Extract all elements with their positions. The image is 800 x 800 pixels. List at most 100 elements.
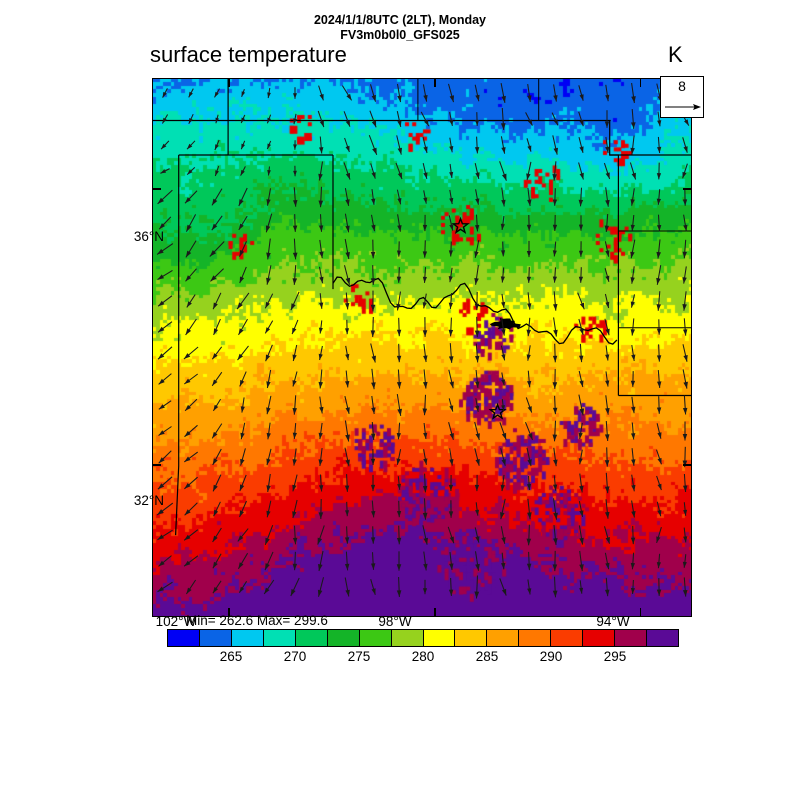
wind-vector-head xyxy=(318,173,323,181)
wind-vector-head xyxy=(157,274,164,280)
wind-vector-head xyxy=(214,144,219,150)
border-arkansas-west xyxy=(609,120,619,396)
wind-vector-head xyxy=(604,434,610,441)
wind-vector-head xyxy=(448,276,453,283)
wind-vector-head xyxy=(292,327,297,335)
wind-vector-head xyxy=(186,587,192,594)
wind-vector-head xyxy=(422,224,428,232)
wind-vector-head xyxy=(657,146,662,154)
wind-vector-head xyxy=(526,224,532,231)
wind-vector-head xyxy=(213,509,219,517)
wind-vector-head xyxy=(630,537,636,545)
wind-vector-head xyxy=(161,143,167,150)
wind-vector-head xyxy=(239,276,245,284)
wind-vector-head xyxy=(475,172,480,179)
wind-vector-head xyxy=(423,95,428,102)
wind-vector-head xyxy=(344,563,350,571)
wind-vector-head xyxy=(527,145,532,152)
colorbar-tick-280: 280 xyxy=(411,649,435,664)
colorbar-segment-9 xyxy=(455,630,488,646)
river-red-river-border xyxy=(332,276,618,345)
wind-vector-head xyxy=(448,302,453,309)
wind-vector-head xyxy=(683,381,688,389)
wind-vector-head xyxy=(158,378,165,385)
wind-vector-head xyxy=(526,329,531,337)
wind-vector-head xyxy=(579,564,584,572)
lon-label-102w: 102°W xyxy=(155,614,197,629)
wind-vector-head xyxy=(657,510,662,517)
wind-vector-head xyxy=(501,250,506,257)
wind-vector-head xyxy=(345,407,350,414)
wind-vector-head xyxy=(292,408,297,415)
wind-vector-head xyxy=(527,199,532,207)
wind-vector-head xyxy=(552,250,557,257)
wind-vector-head xyxy=(372,147,377,155)
wind-vector-head xyxy=(241,117,245,124)
wind-vector-head xyxy=(578,224,584,231)
wind-vector-head xyxy=(345,303,350,310)
wind-vector-head xyxy=(475,94,480,102)
colorbar-segment-12 xyxy=(551,630,584,646)
wind-vector-head xyxy=(605,408,610,415)
wind-vector-head xyxy=(185,328,192,335)
wind-vector-head xyxy=(396,250,402,257)
wind-vector-head xyxy=(185,250,192,258)
wind-vector-head xyxy=(371,433,376,440)
wind-vector-head xyxy=(656,407,662,414)
wind-vector-head xyxy=(370,484,376,492)
wind-vector-head xyxy=(423,537,428,545)
wind-vector-head xyxy=(290,303,296,311)
wind-vector-head xyxy=(605,537,610,544)
wind-vector-head xyxy=(266,485,271,492)
wind-vector-head xyxy=(209,250,217,257)
colorbar-tick-290: 290 xyxy=(539,649,563,664)
wind-vector-head xyxy=(604,225,609,232)
wind-vector-head xyxy=(370,330,376,337)
wind-vector-head xyxy=(449,224,454,231)
wind-vector-head xyxy=(188,91,193,98)
reference-vector-value: 8 xyxy=(678,78,686,94)
wind-vector-head xyxy=(552,590,558,598)
wind-vector-head xyxy=(656,536,661,543)
wind-vector-head xyxy=(605,94,610,102)
wind-vector-head xyxy=(397,225,402,232)
wind-vector-head xyxy=(318,564,323,571)
wind-vector-head xyxy=(396,564,402,571)
wind-vector-head xyxy=(157,586,164,592)
wind-vector-head xyxy=(266,407,271,415)
wind-vector-head xyxy=(527,380,532,388)
wind-vector-head xyxy=(578,199,584,207)
wind-vector-head xyxy=(210,275,217,282)
wind-vector-head xyxy=(422,251,428,258)
wind-vector-head xyxy=(449,459,454,466)
tick-lat-36n xyxy=(152,188,161,190)
wind-vector-head xyxy=(423,381,428,389)
wind-vector-head xyxy=(319,251,324,259)
wind-vector-head xyxy=(371,382,376,390)
unit-label: K xyxy=(668,42,683,67)
wind-vector-head xyxy=(345,172,350,180)
wind-vector-head xyxy=(501,301,506,309)
wind-vector-head xyxy=(553,329,558,337)
wind-vector-head xyxy=(319,120,324,128)
wind-vector-head xyxy=(631,406,636,414)
wind-vector-head xyxy=(239,510,244,517)
colorbar-segment-11 xyxy=(519,630,552,646)
wind-vector-head xyxy=(631,433,636,440)
wind-vector-head xyxy=(187,143,193,150)
wind-vector-head xyxy=(212,587,218,594)
wind-vector-head xyxy=(630,329,635,336)
wind-vector-head xyxy=(237,353,244,361)
wind-vector-head xyxy=(265,354,271,362)
wind-vector-head xyxy=(424,119,429,127)
wind-vector-head xyxy=(422,588,428,595)
wind-vector-head xyxy=(527,588,532,595)
wind-vector-head xyxy=(345,252,350,259)
wind-vector-head xyxy=(528,433,533,440)
wind-vector-head xyxy=(682,460,688,468)
wind-vector-head xyxy=(630,562,635,570)
wind-vector-head xyxy=(448,589,454,596)
wind-vector-head xyxy=(475,433,480,440)
wind-vector-head xyxy=(241,91,246,97)
colorbar-segment-3 xyxy=(263,630,296,646)
